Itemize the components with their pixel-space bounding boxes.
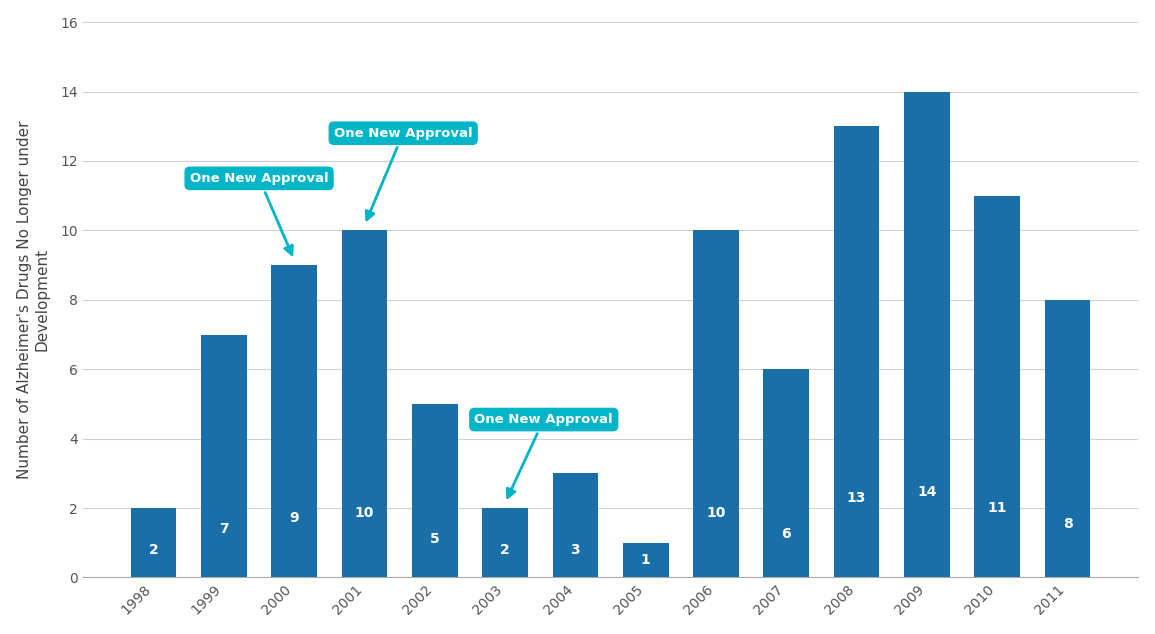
Bar bbox=[552, 474, 598, 578]
Text: 13: 13 bbox=[847, 491, 866, 505]
Bar bbox=[271, 265, 318, 578]
Bar bbox=[201, 335, 247, 578]
Text: 11: 11 bbox=[988, 501, 1007, 515]
Text: 2: 2 bbox=[500, 543, 511, 557]
Bar bbox=[763, 369, 810, 578]
Bar bbox=[834, 126, 879, 578]
Bar bbox=[623, 543, 669, 578]
Text: One New Approval: One New Approval bbox=[189, 172, 328, 254]
Text: 5: 5 bbox=[430, 532, 440, 547]
Bar bbox=[131, 508, 177, 578]
Text: 9: 9 bbox=[290, 512, 299, 526]
Bar bbox=[975, 196, 1020, 578]
Bar bbox=[1044, 300, 1090, 578]
Text: 3: 3 bbox=[571, 543, 580, 557]
Text: 1: 1 bbox=[641, 553, 650, 567]
Bar bbox=[342, 230, 387, 578]
Bar bbox=[412, 404, 457, 578]
Text: 14: 14 bbox=[917, 486, 937, 500]
Text: One New Approval: One New Approval bbox=[475, 413, 613, 498]
Y-axis label: Number of Alzheimer's Drugs No Longer under
Development: Number of Alzheimer's Drugs No Longer un… bbox=[16, 120, 49, 479]
Text: 6: 6 bbox=[782, 527, 791, 541]
Bar bbox=[483, 508, 528, 578]
Bar bbox=[904, 91, 949, 578]
Text: 10: 10 bbox=[707, 506, 725, 521]
Text: 10: 10 bbox=[355, 506, 374, 521]
Text: 8: 8 bbox=[1063, 517, 1072, 531]
Text: 7: 7 bbox=[219, 522, 229, 536]
Text: 2: 2 bbox=[149, 543, 158, 557]
Bar bbox=[693, 230, 739, 578]
Text: One New Approval: One New Approval bbox=[334, 127, 472, 220]
